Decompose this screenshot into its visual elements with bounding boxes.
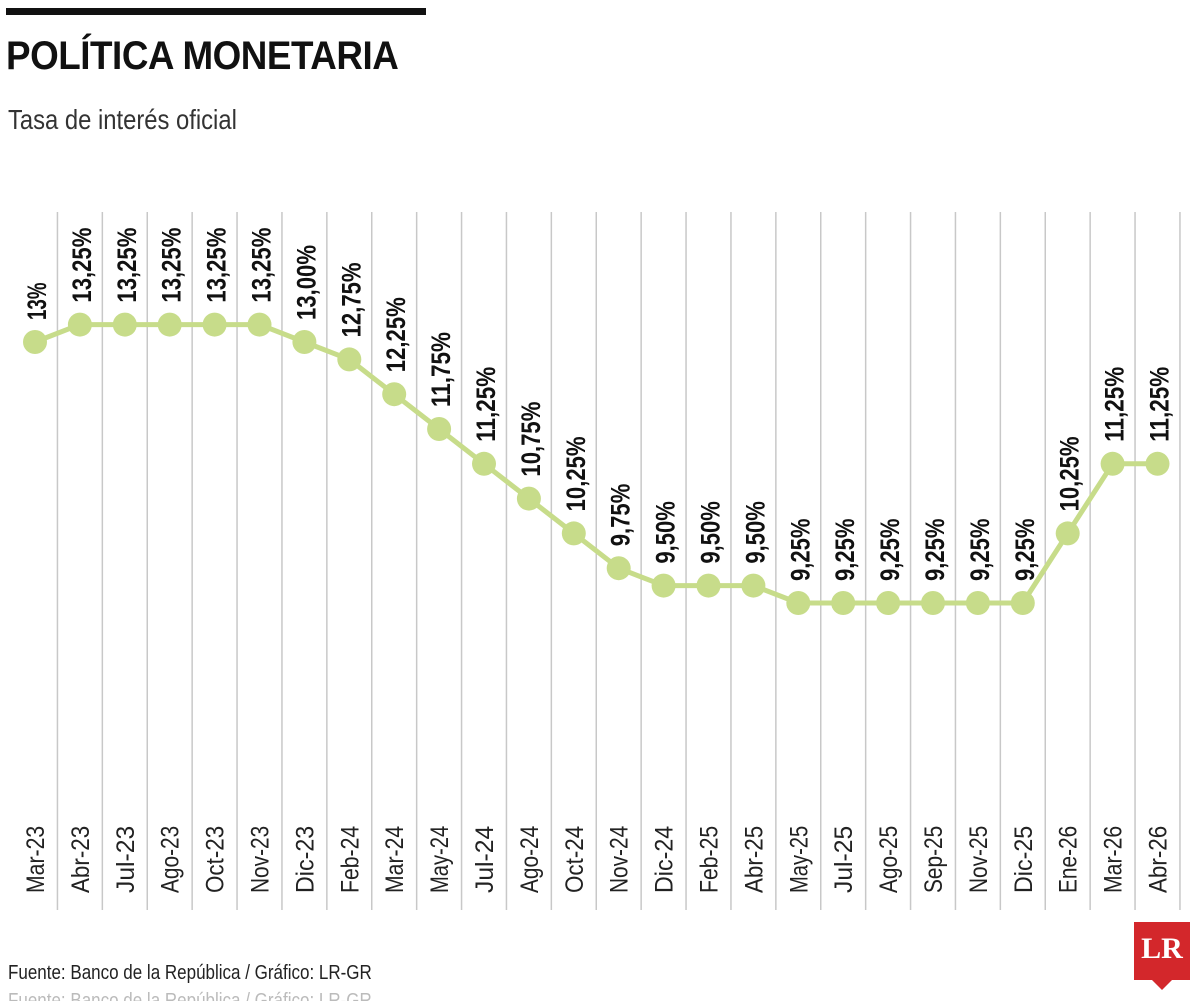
data-label: 9,75%: [606, 484, 636, 547]
data-point: [337, 347, 362, 372]
data-point: [1055, 521, 1080, 546]
data-point: [112, 312, 137, 337]
data-label: 9,25%: [785, 519, 815, 582]
source-note: Fuente: Banco de la República / Gráfico:…: [8, 962, 372, 984]
x-tick-label: Jul-24: [471, 826, 499, 893]
data-label: 13,25%: [112, 228, 142, 303]
x-tick-label: May-25: [785, 826, 813, 893]
data-point: [202, 312, 227, 337]
data-label: 13,00%: [291, 245, 321, 320]
data-point: [292, 330, 317, 354]
data-label: 9,25%: [830, 519, 860, 582]
x-tick-label: Abr-26: [1145, 826, 1173, 893]
x-tick-label: Ago-24: [516, 826, 544, 893]
x-tick-label: Jul-25: [830, 826, 858, 893]
data-point: [1100, 451, 1125, 476]
x-tick-label: Feb-24: [336, 826, 364, 893]
data-point: [67, 312, 92, 337]
data-label: 10,25%: [1055, 436, 1085, 511]
data-point: [651, 573, 676, 598]
x-tick-label: Oct-24: [561, 826, 589, 893]
data-label: 11,75%: [426, 332, 456, 407]
data-point: [876, 591, 901, 615]
data-label: 12,25%: [381, 297, 411, 372]
data-label: 11,25%: [1100, 367, 1130, 442]
data-point: [382, 382, 407, 407]
x-tick-label: Ago-23: [157, 826, 185, 893]
data-label: 9,25%: [920, 519, 950, 582]
data-point: [831, 591, 856, 615]
logo-text: LR: [1141, 932, 1183, 965]
x-tick-label: Mar-23: [22, 826, 50, 893]
x-tick-label: Nov-25: [965, 826, 993, 893]
x-tick-label: Nov-24: [606, 826, 634, 893]
data-point: [472, 451, 496, 476]
data-label: 9,25%: [965, 519, 995, 582]
data-label: 9,50%: [696, 501, 726, 564]
x-tick-label: Jul-23: [112, 826, 140, 893]
data-label: 9,25%: [1010, 519, 1040, 582]
data-label: 13%: [22, 283, 52, 321]
data-point: [786, 591, 811, 615]
x-tick-label: Ago-25: [875, 826, 903, 893]
data-label: 13,25%: [67, 228, 97, 303]
x-tick-label: May-24: [426, 826, 454, 893]
data-point: [1145, 451, 1170, 476]
data-point: [561, 521, 586, 546]
x-tick-label: Mar-24: [381, 826, 409, 893]
x-tick-label: Dic-24: [651, 826, 679, 893]
chart-subtitle: Tasa de interés oficial: [8, 104, 237, 135]
data-point: [427, 417, 452, 441]
data-point: [23, 330, 47, 354]
lr-logo: LR: [1134, 922, 1190, 990]
x-tick-label: Sep-25: [920, 826, 948, 893]
data-label: 11,25%: [471, 367, 501, 442]
data-label: 9,50%: [740, 501, 770, 564]
x-tick-label: Dic-23: [291, 826, 319, 893]
logo-notch: [1152, 980, 1172, 990]
data-label: 12,75%: [336, 262, 366, 337]
data-label: 9,25%: [875, 519, 905, 582]
x-tick-label: Mar-26: [1100, 826, 1128, 893]
data-point: [516, 486, 541, 511]
data-point: [741, 573, 766, 598]
data-point: [965, 591, 990, 615]
x-tick-label: Ene-26: [1055, 826, 1083, 893]
x-tick-label: Dic-25: [1010, 826, 1038, 893]
x-tick-label: Nov-23: [247, 826, 275, 893]
data-point: [921, 591, 945, 615]
data-label: 13,25%: [247, 228, 277, 303]
source-note-reflection: Fuente: Banco de la República / Gráfico:…: [8, 990, 372, 1001]
data-label: 10,25%: [561, 436, 591, 511]
x-tick-label: Abr-23: [67, 826, 95, 893]
data-label: 13,25%: [202, 228, 232, 303]
data-point: [606, 556, 631, 581]
data-point: [247, 312, 272, 337]
data-label: 9,50%: [651, 501, 681, 564]
x-tick-label: Oct-23: [202, 826, 230, 893]
data-label: 10,75%: [516, 402, 546, 477]
x-tick-label: Feb-25: [696, 826, 724, 893]
data-label: 11,25%: [1145, 367, 1175, 442]
x-tick-label: Abr-25: [740, 826, 768, 893]
data-point: [1010, 591, 1035, 615]
data-point: [696, 573, 721, 598]
data-label: 13,25%: [157, 228, 187, 303]
top-rule: [6, 8, 426, 15]
chart-title: POLÍTICA MONETARIA: [6, 34, 399, 78]
data-point: [157, 312, 182, 337]
